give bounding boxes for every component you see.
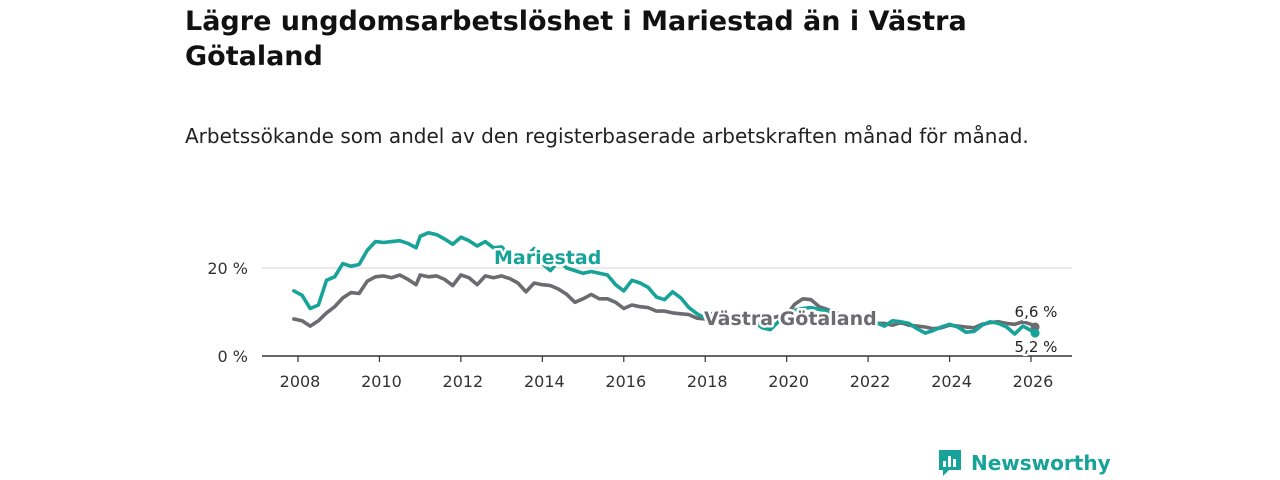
x-tick-label: 2014 (524, 372, 565, 391)
x-axis: 0 % 20 % 2008 2010 2012 2014 2016 2018 2020 2022 2… (207, 259, 1053, 391)
end-label-vastra-gotaland: 6,6 % (1015, 303, 1058, 321)
newsworthy-icon (939, 450, 961, 476)
x-tick-label: 2022 (850, 372, 891, 391)
end-point (1030, 328, 1040, 338)
x-tick-label: 2008 (280, 372, 321, 391)
series-label-mariestad: Mariestad (494, 247, 601, 269)
end-label-mariestad: 5,2 % (1015, 338, 1058, 356)
x-tick-label: 2016 (605, 372, 646, 391)
series-line-västra-götaland (292, 273, 1037, 331)
series-line-mariestad (292, 231, 1037, 336)
series-lines (292, 231, 1040, 338)
y-tick-label: 20 % (207, 259, 248, 278)
newsworthy-logo: Newsworthy (937, 447, 1111, 479)
x-tick-label: 2026 (1013, 372, 1054, 391)
chart-subtitle: Arbetssökande som andel av den registerb… (185, 124, 1029, 148)
series-label-vastra-gotaland: Västra Götaland (704, 308, 877, 330)
x-tick-label: 2010 (361, 372, 402, 391)
y-tick-label: 0 % (218, 347, 248, 366)
chart-title: Lägre ungdomsarbetslöshet i Mariestad än… (185, 6, 967, 72)
series-labels: Mariestad Västra Götaland 6,6 % 5,2 % (492, 245, 1060, 359)
gridlines (262, 267, 1072, 357)
line-chart: 0 % 20 % 2008 2010 2012 2014 2016 2018 2020 2022 2… (207, 231, 1072, 391)
x-tick-label: 2020 (768, 372, 809, 391)
x-tick-label: 2018 (687, 372, 728, 391)
x-tick-label: 2012 (443, 372, 484, 391)
brand-name: Newsworthy (971, 451, 1111, 475)
x-tick-label: 2024 (931, 372, 972, 391)
end-point (1030, 322, 1040, 332)
